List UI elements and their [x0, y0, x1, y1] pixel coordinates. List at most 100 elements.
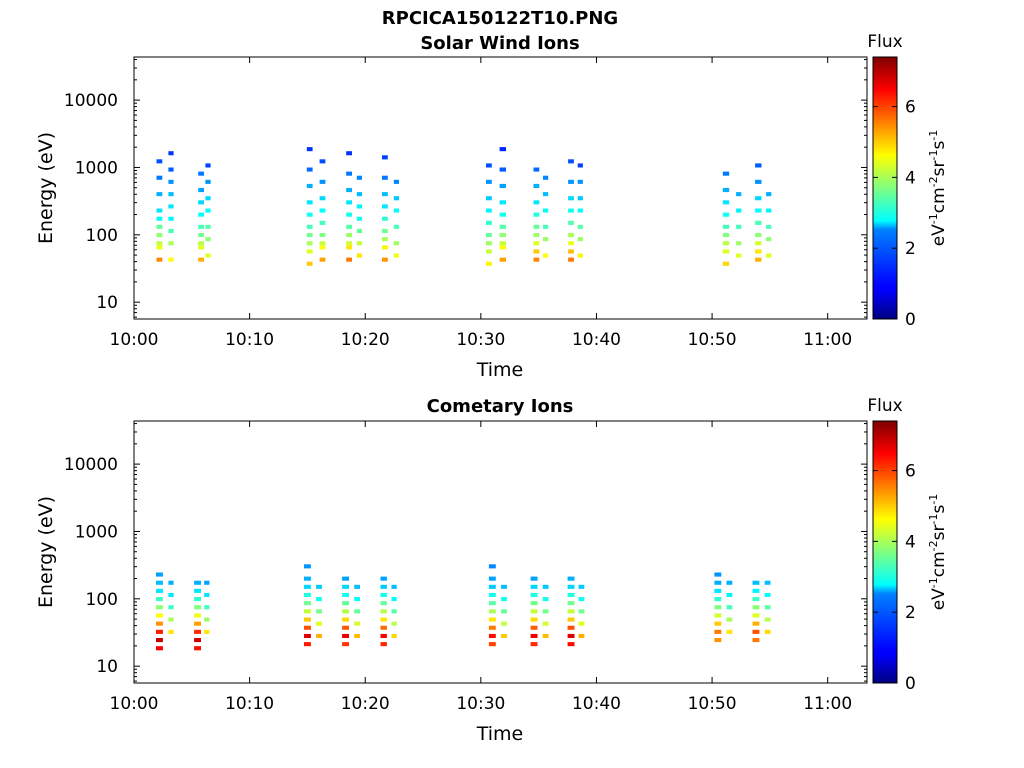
heatmap-cells	[156, 564, 771, 651]
heatmap-cell	[156, 605, 163, 610]
heatmap-cell	[346, 200, 352, 205]
heatmap-cell	[393, 241, 399, 246]
x-tick-label: 10:40	[572, 694, 621, 714]
heatmap-cell	[319, 245, 326, 250]
heatmap-cell	[168, 216, 174, 221]
heatmap-cell	[533, 257, 540, 262]
x-tick-label: 10:10	[225, 694, 274, 714]
x-tick-label: 10:30	[456, 694, 505, 714]
colorbar: Flux 0 2 4 6 eV-1cm-2sr-1s-1	[867, 396, 949, 694]
heatmap-cell	[306, 167, 313, 172]
heatmap-cell	[726, 580, 733, 585]
heatmap-cell	[319, 220, 326, 225]
heatmap-cell	[316, 584, 322, 589]
heatmap-cell	[380, 576, 387, 581]
heatmap-cell	[488, 633, 496, 638]
heatmap-cell	[722, 188, 730, 193]
heatmap-cell	[304, 633, 311, 638]
heatmap-cell	[354, 633, 360, 638]
heatmap-cell	[156, 233, 163, 238]
x-tick-label: 10:40	[572, 330, 621, 350]
heatmap-cell	[304, 592, 311, 597]
heatmap-cell	[764, 605, 771, 610]
y-tick-label: 10	[96, 657, 118, 677]
x-tick-label: 10:00	[110, 330, 159, 350]
heatmap-cell	[205, 208, 211, 213]
heatmap-cell	[198, 224, 204, 229]
heatmap-cell	[726, 605, 733, 610]
heatmap-cell	[714, 588, 722, 593]
x-tick-label: 10:10	[225, 330, 274, 350]
heatmap-cell	[156, 208, 163, 213]
heatmap-cell	[568, 233, 574, 238]
x-tick-label: 10:30	[456, 330, 505, 350]
heatmap-cell	[486, 249, 492, 254]
heatmap-cell	[542, 633, 549, 638]
heatmap-cell	[316, 609, 322, 614]
heatmap-cell	[380, 617, 387, 622]
heatmap-cell	[568, 208, 574, 213]
x-tick-label: 10:20	[341, 694, 390, 714]
heatmap-cell	[530, 601, 538, 606]
heatmap-cell	[198, 212, 204, 217]
heatmap-cell	[168, 580, 174, 585]
heatmap-cell	[736, 192, 742, 197]
heatmap-cell	[319, 179, 326, 184]
heatmap-cell	[530, 592, 538, 597]
heatmap-cell	[156, 159, 163, 164]
heatmap-cell	[304, 564, 311, 569]
heatmap-cell	[156, 241, 163, 246]
heatmap-cell	[319, 159, 326, 164]
heatmap-cell	[766, 192, 772, 197]
heatmap-cell	[342, 601, 349, 606]
y-tick-label: 1000	[75, 522, 118, 542]
heatmap-cell	[568, 249, 574, 254]
heatmap-cell	[168, 617, 174, 622]
heatmap-cell	[391, 584, 397, 589]
heatmap-cell	[543, 208, 549, 213]
heatmap-cell	[346, 171, 352, 176]
heatmap-cell	[736, 208, 742, 213]
heatmap-cell	[568, 196, 574, 201]
heatmap-cell	[577, 237, 583, 242]
heatmap-cell	[578, 621, 585, 626]
heatmap-cell	[714, 605, 722, 610]
heatmap-cell	[578, 597, 585, 602]
heatmap-cell	[316, 621, 322, 626]
heatmap-cell	[194, 638, 201, 643]
y-tick-label: 10	[96, 293, 118, 313]
heatmap-cell	[391, 621, 397, 626]
heatmap-cell	[764, 592, 771, 597]
heatmap-cell	[356, 228, 362, 233]
heatmap-cell	[714, 597, 722, 602]
heatmap-cell	[393, 253, 399, 258]
heatmap-cell	[499, 183, 506, 188]
heatmap-cell	[533, 167, 540, 172]
heatmap-cell	[342, 576, 349, 581]
heatmap-cell	[198, 245, 204, 250]
colorbar-tick-label: 6	[905, 98, 916, 118]
heatmap-cell	[543, 253, 549, 258]
heatmap-cell	[542, 597, 549, 602]
colorbar-title: Flux	[867, 32, 902, 52]
heatmap-cell	[501, 597, 507, 602]
heatmap-cell	[755, 196, 762, 201]
heatmap-cell	[168, 228, 174, 233]
heatmap-cell	[488, 617, 496, 622]
heatmap-cell	[530, 625, 538, 630]
heatmap-cell	[499, 245, 506, 250]
heatmap-cell	[194, 613, 201, 618]
heatmap-cell	[304, 601, 311, 606]
heatmap-cell	[568, 220, 574, 225]
heatmap-cell	[533, 249, 540, 254]
x-tick-label: 11:00	[803, 694, 852, 714]
heatmap-cell	[342, 609, 349, 614]
heatmap-cell	[714, 638, 722, 643]
heatmap-cell	[488, 625, 496, 630]
heatmap-cell	[194, 605, 201, 610]
heatmap-cells	[156, 147, 772, 266]
heatmap-cell	[577, 179, 583, 184]
colorbar-tick-label: 2	[905, 239, 916, 259]
y-tick-label: 10000	[64, 455, 118, 475]
